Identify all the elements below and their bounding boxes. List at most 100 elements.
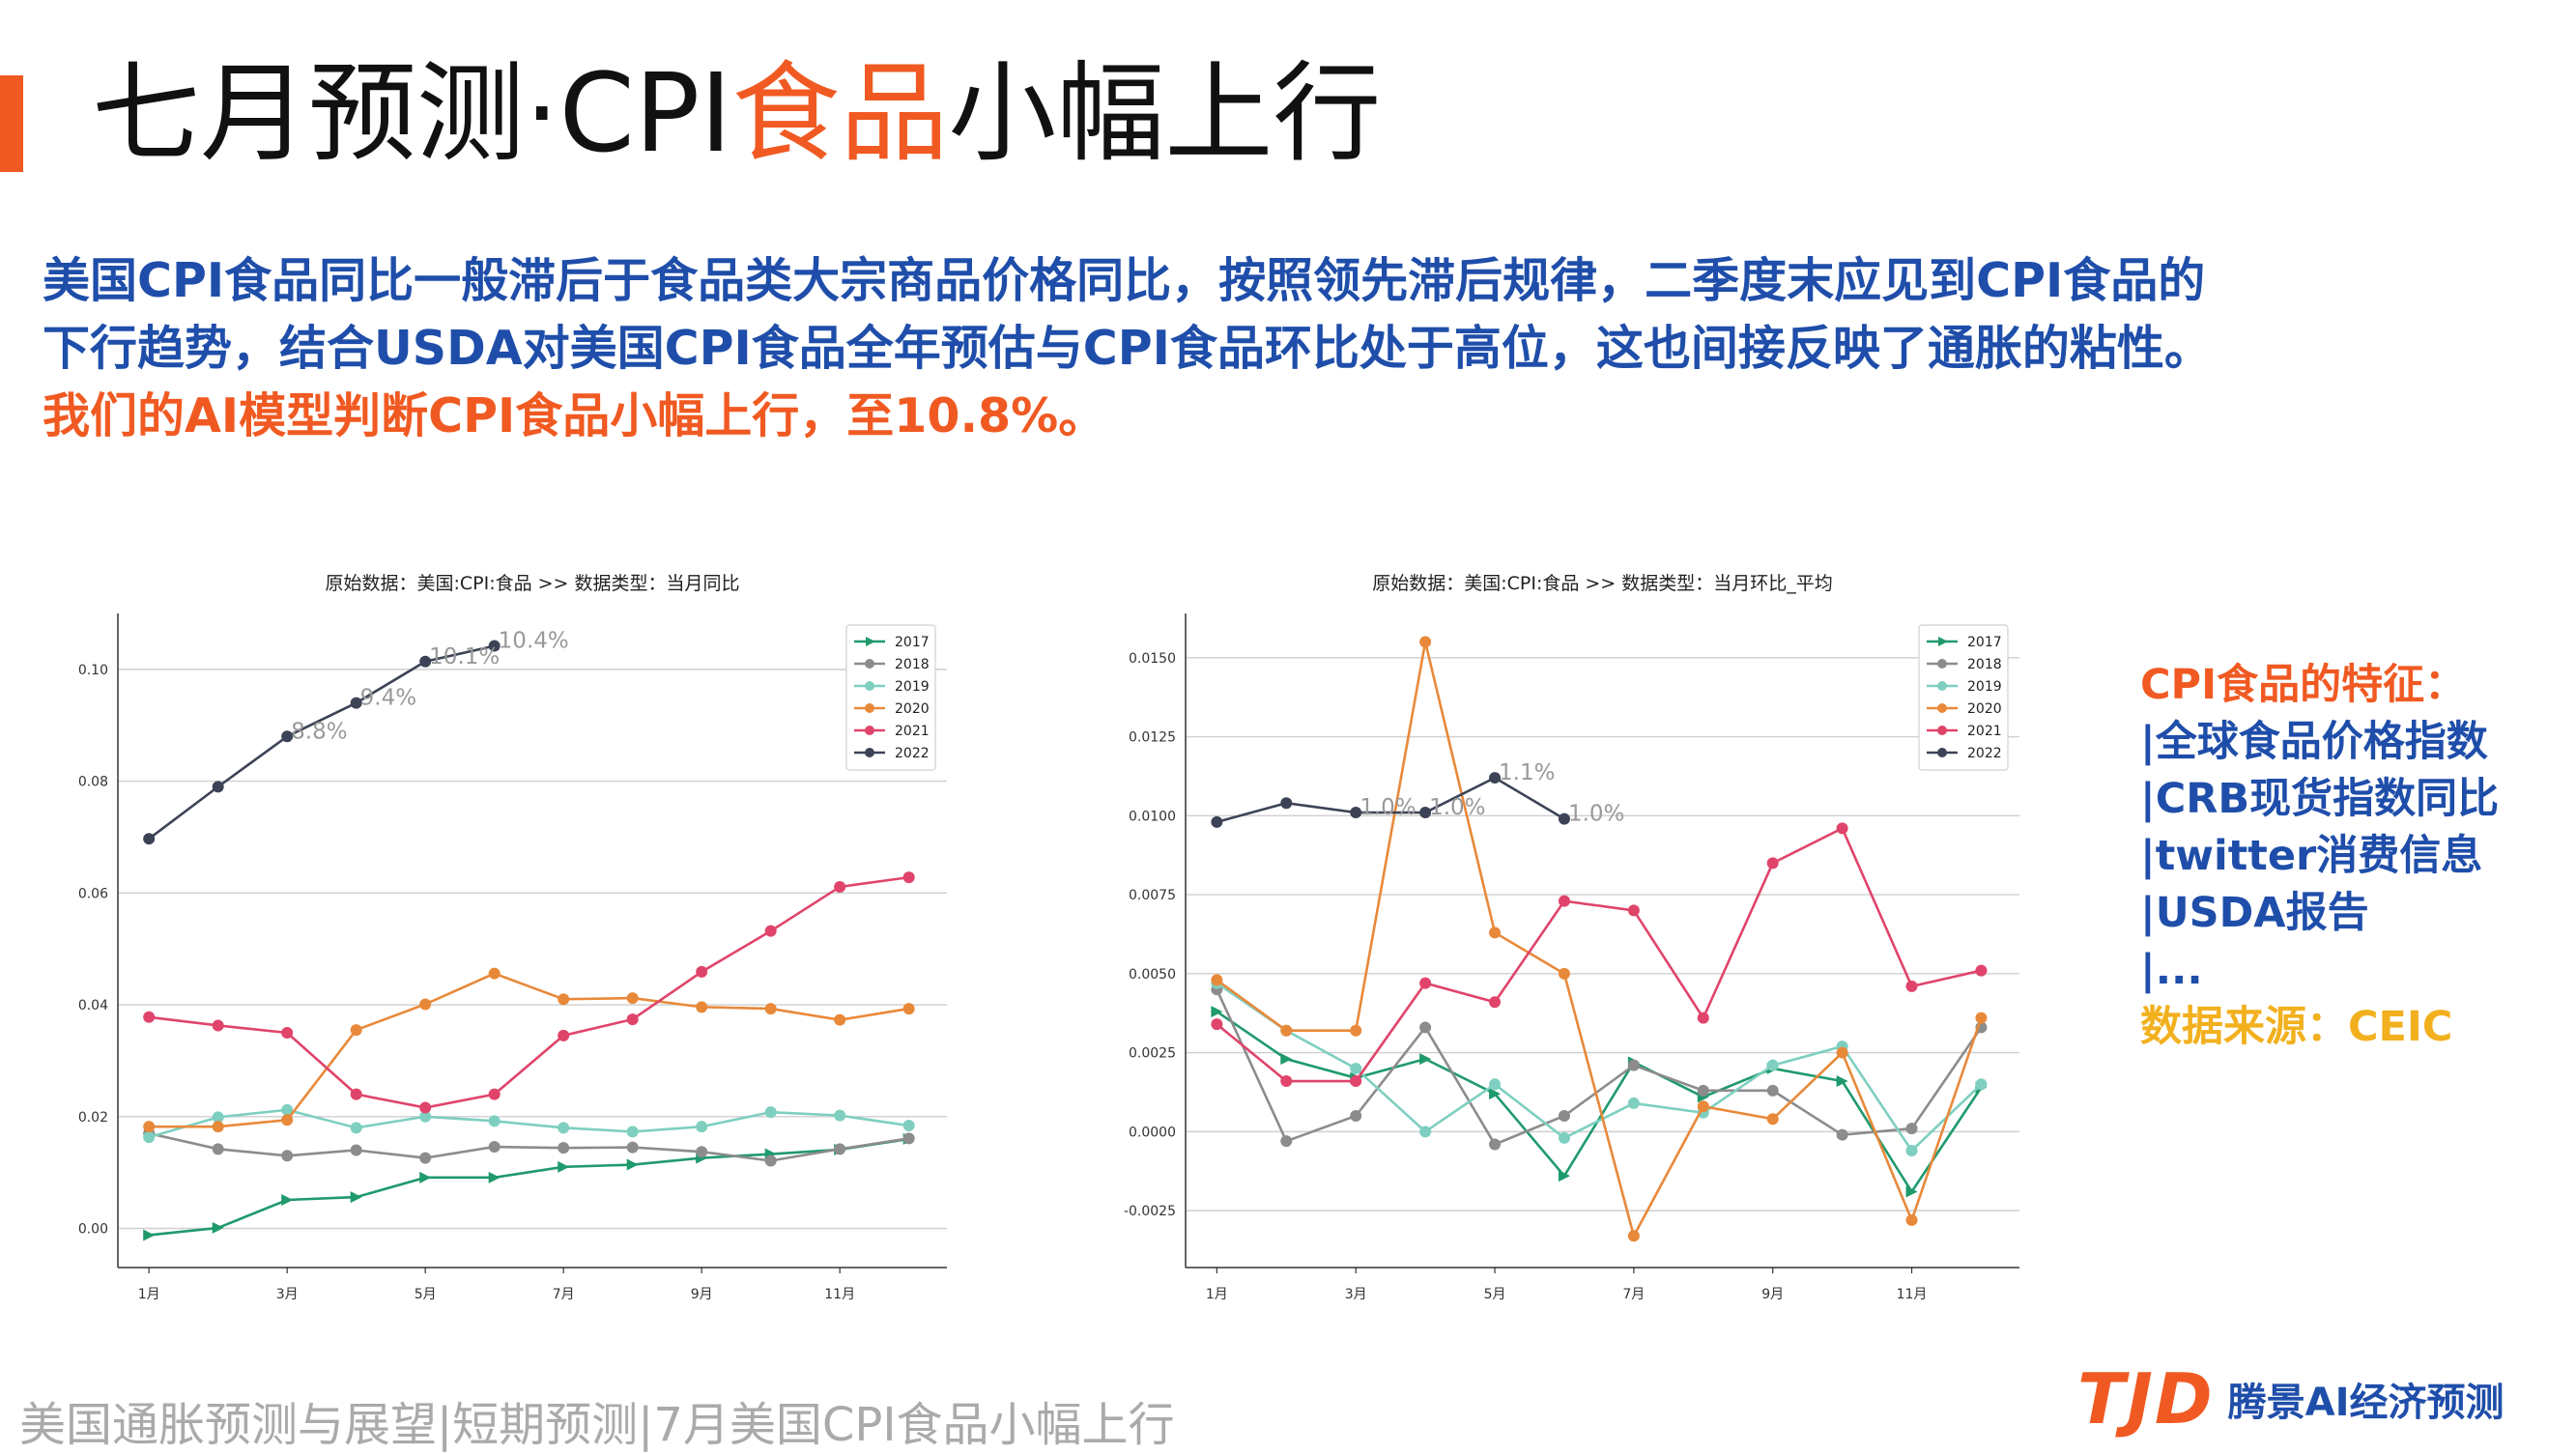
data-point-2020 <box>1905 1213 1918 1226</box>
y-tick-label: 0.00 <box>78 1221 108 1237</box>
data-point-2020 <box>902 1003 915 1015</box>
legend-marker <box>1937 748 1947 757</box>
legend-marker <box>1937 659 1947 669</box>
page-title: 七月预测·CPI食品小幅上行 <box>92 46 1381 182</box>
footer-breadcrumb: 美国通胀预测与展望|短期预测|7月美国CPI食品小幅上行 <box>19 1398 1175 1452</box>
data-point-2020 <box>1697 1100 1709 1113</box>
title-part2: 小幅上行 <box>948 51 1382 177</box>
data-point-2019 <box>281 1103 294 1116</box>
chart-svg: 原始数据：美国:CPI:食品 >> 数据类型：当月同比 0.00 0.02 0.04 0… <box>78 573 947 1302</box>
data-point-2021 <box>1350 1075 1362 1088</box>
data-point-2020 <box>764 1003 777 1015</box>
logo-mark: TJD <box>2077 1358 2215 1440</box>
data-point-2018 <box>1836 1128 1848 1141</box>
data-point-2021 <box>764 925 777 937</box>
data-point-2022 <box>419 655 432 668</box>
data-point-2021 <box>1558 895 1570 907</box>
y-tick-label: 0.0100 <box>1129 809 1176 824</box>
data-point-2019 <box>488 1115 501 1127</box>
data-point-2022 <box>488 640 501 652</box>
legend-marker <box>1937 703 1947 713</box>
data-point-2019 <box>1766 1059 1779 1071</box>
series-line-2019 <box>1216 982 1983 1154</box>
data-point-2018 <box>1489 1138 1502 1151</box>
x-tick-label: 7月 <box>553 1287 575 1302</box>
data-point-2017 <box>1489 1088 1502 1100</box>
data-point-2019 <box>834 1109 846 1122</box>
legend-marker <box>1938 637 1948 646</box>
series-line-2018 <box>1216 988 1983 1147</box>
data-point-2017 <box>1836 1075 1848 1088</box>
data-point-2019 <box>1489 1078 1502 1091</box>
data-point-2019 <box>558 1122 570 1134</box>
feature-item: |USDA报告 <box>2140 889 2369 937</box>
data-point-2021 <box>1905 980 1918 992</box>
legend-label: 2019 <box>895 679 930 695</box>
data-point-2020 <box>1211 974 1223 986</box>
data-point-2020 <box>1975 1012 1988 1024</box>
data-point-2018 <box>1350 1110 1362 1123</box>
data-point-2020 <box>1558 967 1570 980</box>
data-point-2022 <box>1558 813 1570 825</box>
data-point-2017 <box>488 1171 501 1183</box>
data-point-2020 <box>1489 927 1502 939</box>
legend-marker <box>865 659 874 669</box>
data-point-2017 <box>212 1221 224 1234</box>
data-point-2020 <box>1419 636 1432 648</box>
data-point-2021 <box>626 1013 639 1026</box>
data-point-2018 <box>626 1141 639 1154</box>
series-line-2017 <box>1216 1011 1983 1194</box>
y-tick-label: 0.0050 <box>1129 967 1176 983</box>
data-point-2020 <box>212 1121 224 1133</box>
data-point-2021 <box>1280 1075 1293 1088</box>
data-point-2021 <box>558 1029 570 1041</box>
feature-item: |全球食品价格指数 <box>2140 718 2488 766</box>
data-point-2020 <box>1350 1024 1362 1037</box>
data-point-2019 <box>143 1131 156 1144</box>
x-tick-label: 11月 <box>1897 1287 1928 1302</box>
y-tick-label: 0.04 <box>78 998 108 1013</box>
data-point-2019 <box>1558 1131 1570 1144</box>
paragraph-line-3: 我们的AI模型判断CPI食品小幅上行，至10.8%。 <box>43 388 1106 443</box>
data-point-2021 <box>1211 1018 1223 1031</box>
data-point-2021 <box>1627 904 1640 917</box>
data-point-2020 <box>419 998 432 1011</box>
data-point-2021 <box>1697 1012 1709 1024</box>
data-point-2018 <box>350 1144 362 1156</box>
data-point-2020 <box>626 992 639 1005</box>
y-tick-label: 0.0075 <box>1129 888 1176 903</box>
y-tick-label: 0.0125 <box>1129 730 1176 746</box>
data-point-2022 <box>1350 807 1362 819</box>
data-point-2020 <box>281 1114 294 1126</box>
data-point-2021 <box>350 1088 362 1100</box>
y-tick-label: 0.0025 <box>1129 1046 1176 1062</box>
data-point-2021 <box>1975 964 1988 977</box>
legend-marker <box>865 726 874 735</box>
data-point-2021 <box>696 965 708 978</box>
data-source-note: 数据来源：CEIC <box>2140 1003 2453 1051</box>
data-point-2021 <box>143 1011 156 1023</box>
data-point-2017 <box>419 1171 432 1183</box>
data-point-2017 <box>1211 1006 1223 1018</box>
data-point-2021 <box>419 1101 432 1114</box>
legend-label: 2019 <box>1967 679 2002 695</box>
legend-marker <box>865 703 874 713</box>
data-point-2018 <box>281 1150 294 1162</box>
data-point-2018 <box>212 1143 224 1155</box>
legend-label: 2021 <box>1967 724 2002 739</box>
data-point-2019 <box>419 1110 432 1123</box>
data-point-2018 <box>1627 1059 1640 1071</box>
data-point-2020 <box>143 1121 156 1133</box>
data-point-2022 <box>143 833 156 845</box>
data-point-2020 <box>488 967 501 980</box>
y-tick-label: 0.06 <box>78 886 108 901</box>
data-point-2022 <box>281 730 294 743</box>
data-label: 1.1% <box>1499 760 1555 785</box>
data-point-2022 <box>1211 815 1223 828</box>
data-point-2017 <box>558 1160 570 1173</box>
data-point-2019 <box>1905 1144 1918 1156</box>
series-line-2020 <box>149 972 909 1128</box>
series-line-2018 <box>148 1131 909 1162</box>
data-label: 10.4% <box>499 629 569 654</box>
data-point-2018 <box>419 1152 432 1164</box>
